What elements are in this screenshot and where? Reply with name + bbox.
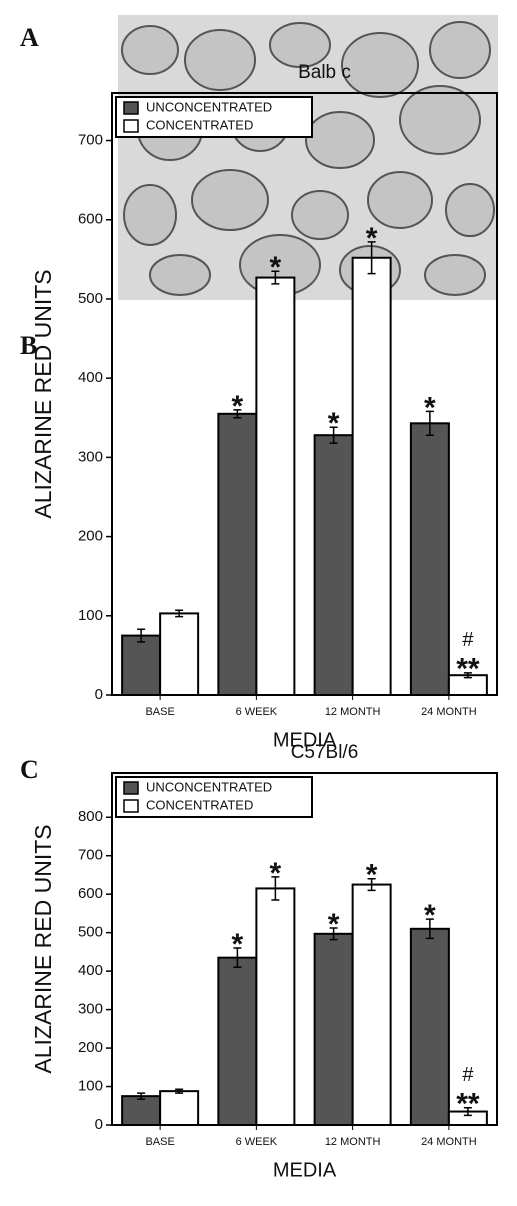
y-tick-label: 100: [78, 607, 103, 624]
bar: [121, 634, 162, 696]
legend-label: UNCONCENTRATED: [146, 779, 272, 794]
error-bar: [233, 409, 242, 419]
error-bar: [271, 876, 280, 901]
y-tick-label: 100: [78, 1077, 103, 1094]
legend-swatch: [123, 119, 139, 133]
significance-mark: *: [424, 899, 436, 932]
error-bar: [329, 927, 338, 941]
y-tick-label: 700: [78, 131, 103, 148]
bar: [313, 434, 354, 696]
significance-mark: *: [366, 859, 378, 892]
y-tick-label: 600: [78, 885, 103, 902]
y-tick-label: 200: [78, 528, 103, 545]
y-tick-label: 500: [78, 290, 103, 307]
bar: [121, 1095, 162, 1127]
y-axis-label: ALIZARINE RED UNITS: [30, 269, 56, 518]
significance-mark: *: [328, 908, 340, 941]
bar: [409, 422, 450, 696]
plot-frame: [111, 772, 498, 1126]
error-bar: [425, 410, 434, 436]
y-tick-label: 700: [78, 847, 103, 864]
y-tick-label: 400: [78, 962, 103, 979]
x-tick-label: BASE: [145, 1136, 174, 1148]
y-tick-label: 0: [95, 686, 103, 703]
significance-mark: *: [270, 251, 282, 284]
error-bar: [137, 628, 146, 643]
error-bar: [271, 270, 280, 285]
legend-label: CONCENTRATED: [146, 117, 253, 132]
significance-mark: *: [232, 928, 244, 961]
bar: [255, 276, 296, 696]
bar: [159, 1090, 200, 1127]
y-tick-label: 800: [78, 808, 103, 825]
bar: [217, 412, 258, 696]
y-tick-label: 400: [78, 369, 103, 386]
error-bar: [367, 878, 376, 892]
bar: [255, 887, 296, 1127]
error-bar: [137, 1092, 146, 1100]
y-tick-label: 200: [78, 1039, 103, 1056]
bar: [351, 256, 392, 696]
y-tick-label: 0: [95, 1116, 103, 1133]
bar: [159, 612, 200, 696]
y-tick-label: 300: [78, 448, 103, 465]
significance-mark: **: [456, 653, 480, 686]
legend-swatch: [123, 101, 139, 115]
legend-box: [115, 776, 313, 818]
panel-label: A: [20, 23, 39, 52]
panel-label: C: [20, 755, 39, 784]
chart-title: Balb c: [298, 62, 351, 83]
bar: [351, 883, 392, 1127]
significance-mark: *: [270, 857, 282, 890]
x-tick-label: BASE: [145, 706, 174, 718]
significance-mark: *: [424, 391, 436, 424]
x-tick-label: 24 MONTH: [421, 706, 477, 718]
error-bar: [329, 426, 338, 444]
micrograph: [118, 15, 498, 300]
error-bar: [233, 947, 242, 969]
bar: [409, 927, 450, 1126]
significance-mark: *: [366, 222, 378, 255]
plot-frame: [111, 92, 498, 696]
y-tick-label: 600: [78, 211, 103, 228]
error-bar: [463, 1106, 472, 1117]
significance-mark: *: [328, 407, 340, 440]
error-bar: [367, 241, 376, 275]
x-tick-label: 12 MONTH: [325, 706, 381, 718]
x-tick-label: 6 WEEK: [236, 1136, 278, 1148]
bar: [217, 956, 258, 1127]
y-axis-label: ALIZARINE RED UNITS: [30, 824, 56, 1073]
legend-label: UNCONCENTRATED: [146, 99, 272, 114]
legend-label: CONCENTRATED: [146, 797, 253, 812]
y-tick-label: 500: [78, 924, 103, 941]
x-tick-label: 24 MONTH: [421, 1136, 477, 1148]
legend-swatch: [123, 781, 139, 795]
error-bar: [463, 672, 472, 679]
error-bar: [425, 918, 434, 940]
significance-mark: #: [462, 629, 474, 651]
x-axis-label: MEDIA: [273, 729, 337, 751]
significance-mark: #: [462, 1064, 474, 1086]
legend-box: [115, 96, 313, 138]
x-axis-label: MEDIA: [273, 1159, 337, 1181]
x-tick-label: 12 MONTH: [325, 1136, 381, 1148]
x-tick-label: 6 WEEK: [236, 706, 278, 718]
chart-title: C57Bl/6: [291, 742, 359, 763]
panel-label: B: [20, 331, 37, 360]
y-tick-label: 300: [78, 1001, 103, 1018]
significance-mark: **: [456, 1088, 480, 1121]
error-bar: [175, 1088, 184, 1094]
legend-swatch: [123, 799, 139, 813]
significance-mark: *: [232, 390, 244, 423]
bar: [313, 932, 354, 1127]
error-bar: [175, 609, 184, 618]
